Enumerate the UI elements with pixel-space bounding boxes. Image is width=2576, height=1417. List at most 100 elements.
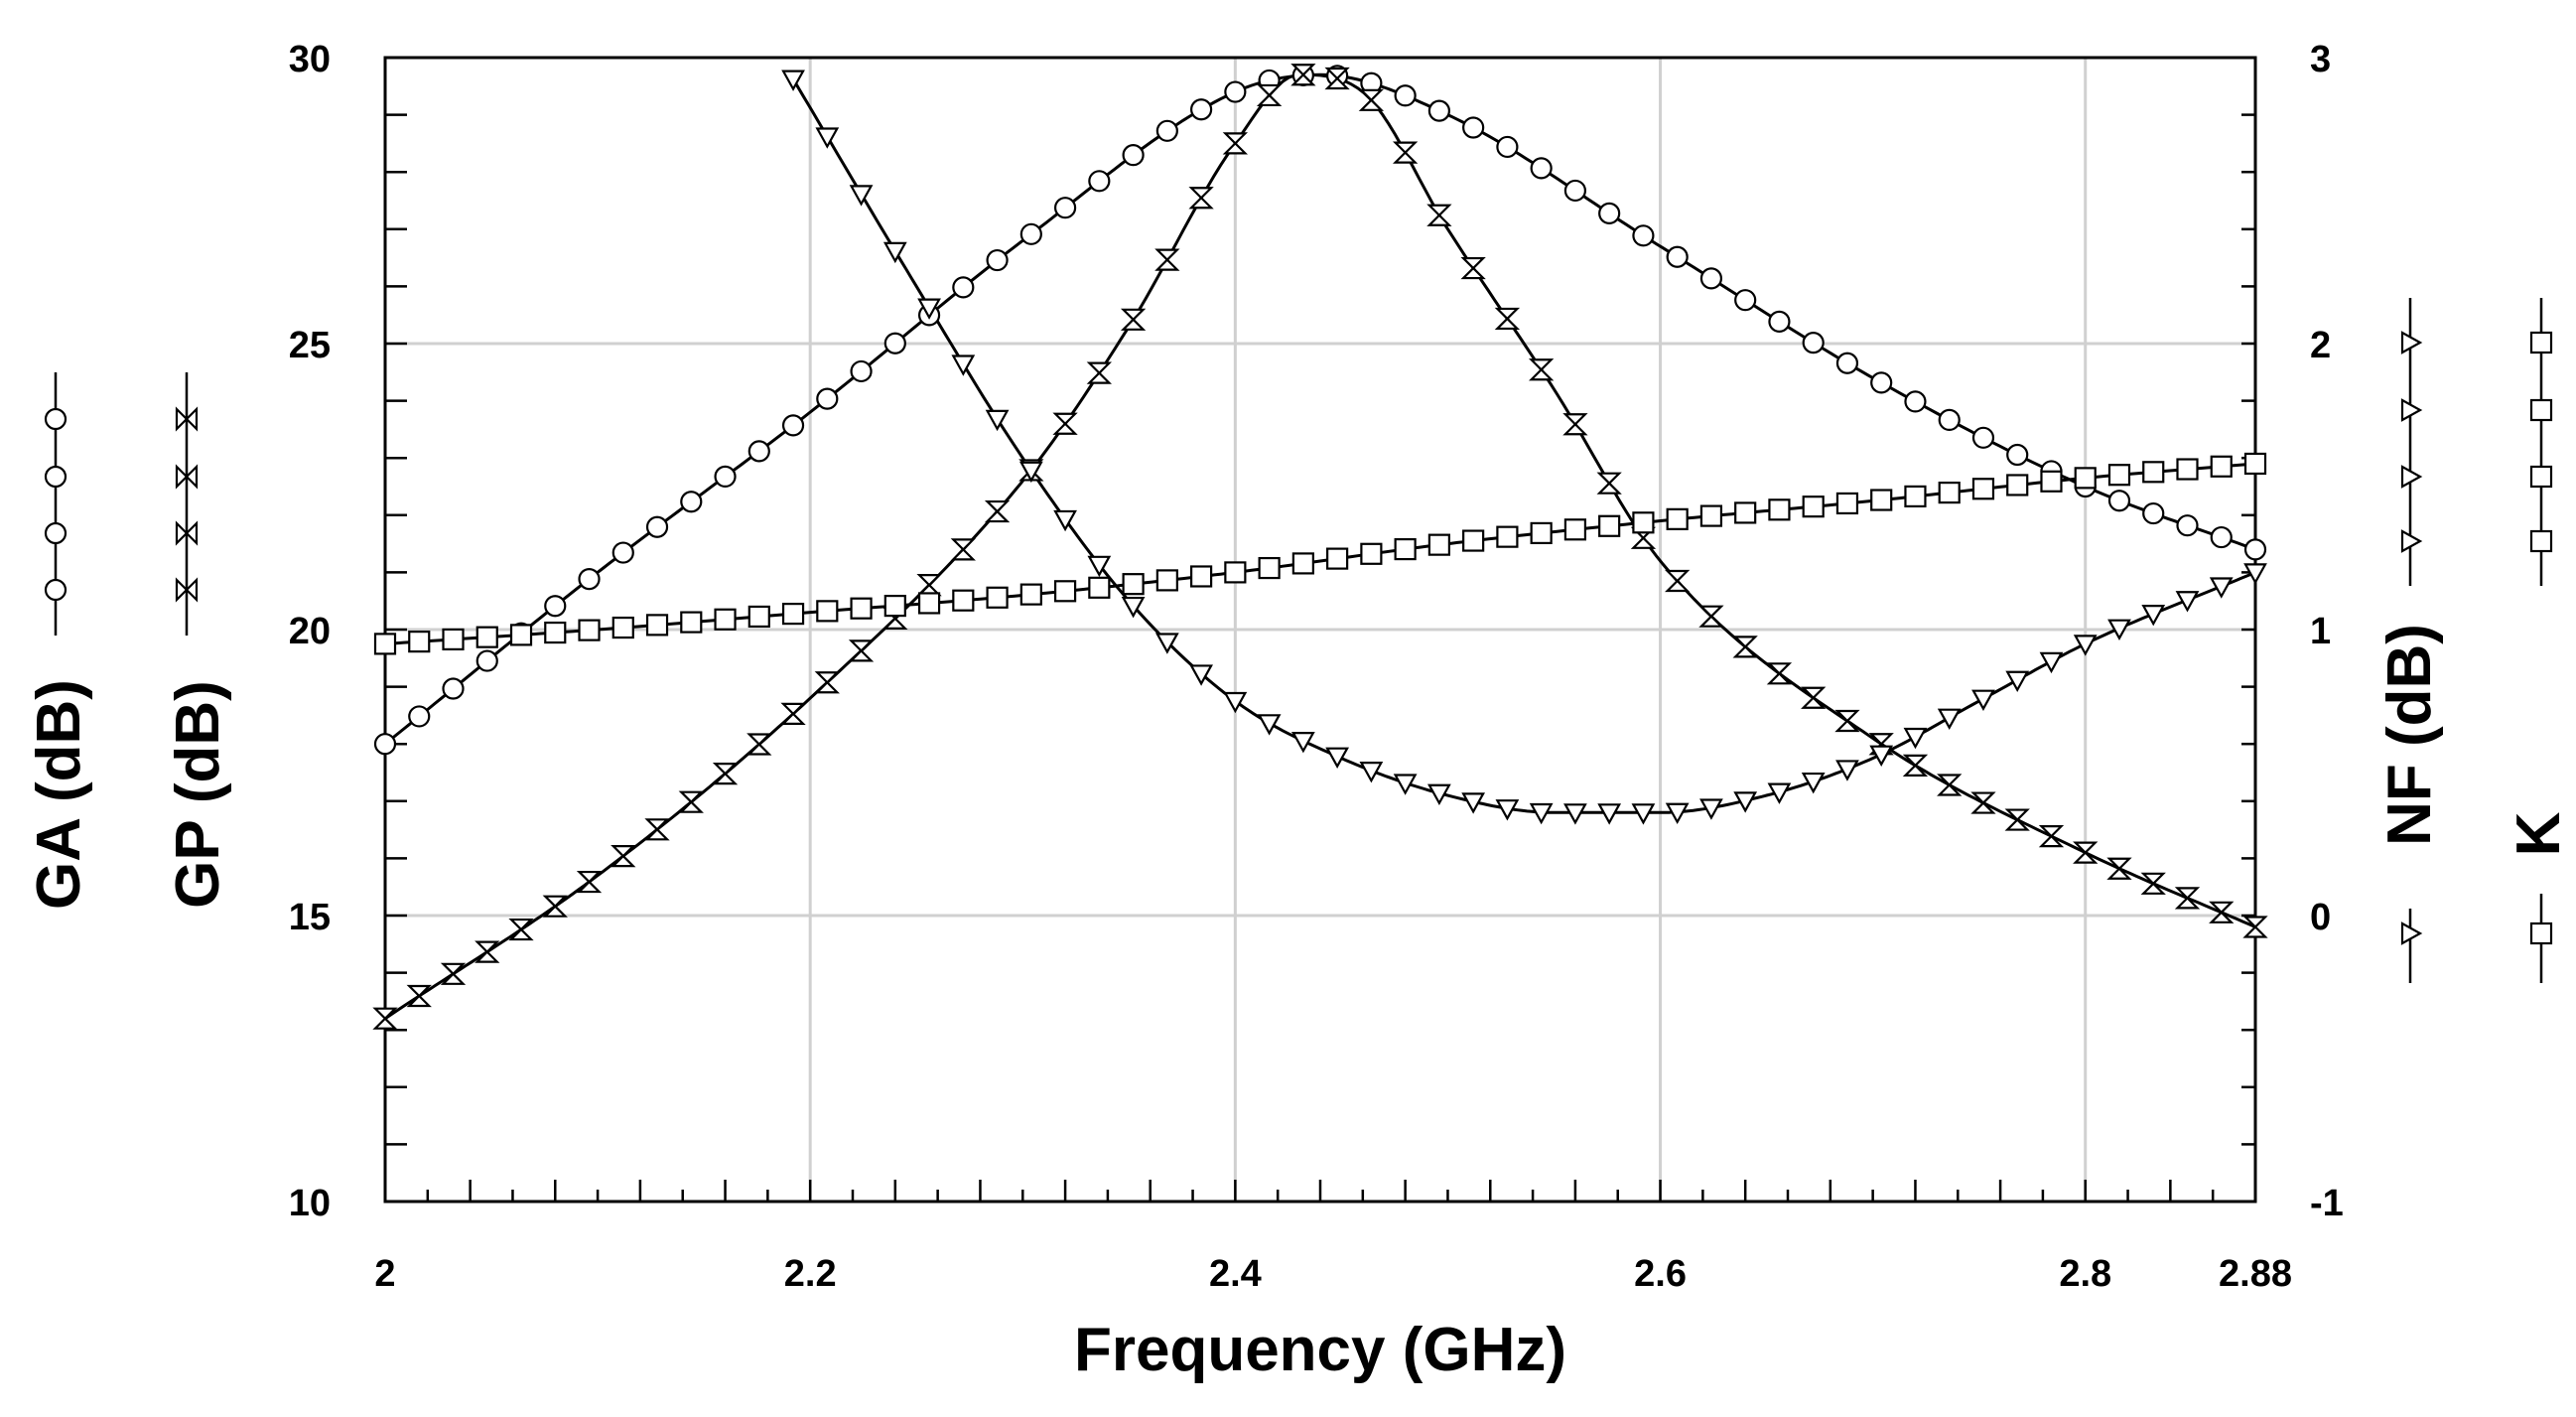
- gp-data-point: [2106, 857, 2132, 880]
- left-y-tick-label: 20: [289, 611, 331, 652]
- nf-data-point: [2073, 635, 2098, 656]
- k-data-point: [1224, 561, 1247, 584]
- ga-data-point: [1088, 170, 1111, 193]
- nf-data-point: [781, 70, 805, 91]
- gp-data-point: [712, 763, 739, 785]
- gp-data-point: [610, 845, 636, 868]
- k-data-point: [442, 628, 465, 650]
- gp-data-point: [950, 538, 976, 561]
- gp-data-point: [1902, 754, 1929, 777]
- ga-data-point: [1563, 179, 1587, 203]
- gp-data-point: [2073, 841, 2099, 864]
- gp-data-point: [1665, 569, 1691, 593]
- k-data-point: [1563, 518, 1587, 541]
- nf-data-point: [1018, 461, 1043, 484]
- nf-data-point: [2175, 591, 2200, 613]
- nf-data-point: [917, 298, 941, 320]
- nf-data-point: [1393, 774, 1418, 795]
- ga-data-point: [1666, 245, 1689, 268]
- k-data-point: [2142, 461, 2165, 484]
- ga-data-point: [645, 515, 669, 538]
- gp-legend-marker: [175, 464, 199, 490]
- k-data-point: [1258, 556, 1281, 580]
- k-data-point: [1088, 576, 1111, 599]
- ga-data-point: [2176, 514, 2199, 537]
- k-data-point: [2107, 464, 2131, 487]
- gp-data-point: [1256, 83, 1283, 107]
- k-data-point: [2176, 458, 2199, 481]
- nf-data-point: [1903, 727, 1928, 750]
- left-y-tick-label: 15: [289, 897, 331, 938]
- gp-data-point: [1970, 791, 1996, 814]
- axis-legend-keys: [44, 298, 2553, 983]
- nf-legend-marker: [2400, 398, 2423, 422]
- ga-data-point: [2006, 443, 2029, 467]
- gp-data-point: [1801, 686, 1827, 709]
- left-y-tick-label: 30: [289, 39, 331, 80]
- gp-legend-marker: [175, 520, 199, 546]
- gp-data-point: [848, 639, 875, 662]
- gp-data-point: [814, 671, 840, 694]
- k-data-point: [747, 605, 770, 629]
- nf-data-point: [1154, 633, 1179, 654]
- k-legend-marker: [2529, 921, 2553, 945]
- nf-legend-marker: [2400, 331, 2423, 354]
- gp-data-point: [916, 573, 942, 597]
- ga-data-point: [373, 733, 397, 756]
- nf-data-point: [1053, 509, 1077, 532]
- ga-data-point: [1734, 289, 1757, 312]
- ga-data-point: [1904, 390, 1927, 413]
- ga-series-line: [384, 72, 2256, 746]
- nf-data-point: [1563, 803, 1587, 825]
- nf-data-point: [2005, 670, 2030, 693]
- k-data-point: [1394, 537, 1417, 561]
- x-tick-label: 2.8: [2059, 1253, 2111, 1295]
- gp-data-point: [1188, 187, 1214, 210]
- nf-data-point: [1869, 745, 1894, 767]
- right-y-tick-label: 0: [2310, 897, 2331, 938]
- ga-data-point: [475, 649, 498, 672]
- x-tick-label: 2.88: [2219, 1253, 2292, 1295]
- x-tick-label: 2: [374, 1253, 395, 1295]
- gp-data-point: [542, 895, 568, 918]
- gp-data-point: [2004, 808, 2030, 831]
- k-data-point: [1734, 501, 1757, 524]
- k-data-point: [1938, 482, 1961, 504]
- k-data-point: [1598, 514, 1621, 537]
- k-data-point: [1190, 565, 1213, 588]
- gp-data-point: [508, 918, 534, 941]
- k-data-point: [883, 594, 906, 618]
- k-data-point: [1870, 489, 1893, 511]
- nf-data-point: [882, 241, 907, 264]
- k-data-point: [509, 624, 533, 646]
- k-data-point: [952, 589, 975, 612]
- k-data-point: [1904, 485, 1927, 507]
- k-data-point: [986, 586, 1009, 609]
- nf-data-point: [1223, 691, 1248, 714]
- k-data-point: [544, 621, 567, 644]
- nf-data-point: [951, 354, 976, 376]
- ga-data-point: [986, 248, 1009, 272]
- ga-legend-marker: [44, 407, 68, 431]
- right-y-tick-label: 2: [2310, 325, 2331, 366]
- k-data-point: [917, 592, 941, 615]
- gp-data-point: [1086, 361, 1113, 384]
- gp-data-point: [372, 1007, 398, 1030]
- ga-data-point: [408, 705, 431, 728]
- gp-data-point: [1392, 141, 1419, 164]
- nf-data-point: [1495, 799, 1520, 821]
- right-y-tick-label: 1: [2310, 611, 2331, 652]
- left-y-tick-label: 10: [289, 1183, 331, 1224]
- gp-data-point: [2038, 825, 2065, 848]
- nf-data-point: [1359, 762, 1384, 783]
- nf-data-point: [1291, 732, 1315, 754]
- k-data-point: [1360, 542, 1383, 565]
- k-legend-marker: [2529, 331, 2553, 354]
- ga-data-point: [1427, 99, 1450, 122]
- k-data-point: [1971, 478, 1995, 500]
- gp-data-point: [678, 790, 704, 813]
- k-legend-marker: [2529, 398, 2553, 422]
- k-legend-marker: [2529, 465, 2553, 489]
- k-data-point: [1768, 498, 1791, 521]
- ga-data-point: [816, 387, 839, 410]
